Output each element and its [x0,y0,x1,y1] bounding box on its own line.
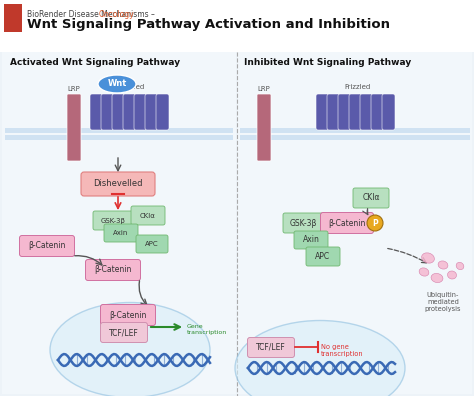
Text: Dishevelled: Dishevelled [93,179,143,188]
FancyBboxPatch shape [134,94,147,130]
Text: Activated Wnt Signaling Pathway: Activated Wnt Signaling Pathway [10,58,180,67]
FancyBboxPatch shape [283,213,323,233]
FancyBboxPatch shape [306,247,340,266]
FancyBboxPatch shape [338,94,351,130]
Text: BioRender Disease Mechanisms –: BioRender Disease Mechanisms – [27,10,157,19]
Text: TCF/LEF: TCF/LEF [109,328,139,337]
FancyBboxPatch shape [327,94,340,130]
FancyBboxPatch shape [101,94,114,130]
Ellipse shape [447,271,456,279]
FancyBboxPatch shape [112,94,125,130]
FancyBboxPatch shape [294,231,328,249]
Text: P: P [372,219,378,227]
Text: LRP: LRP [258,86,270,92]
Text: β-Catenin: β-Catenin [94,265,132,274]
Text: Wnt: Wnt [107,80,127,88]
FancyBboxPatch shape [382,94,395,130]
Text: CKIα: CKIα [362,194,380,202]
Text: Frizzled: Frizzled [119,84,145,90]
Text: APC: APC [315,252,330,261]
Text: Axin: Axin [302,236,319,244]
Text: β-Catenin: β-Catenin [109,310,146,320]
FancyBboxPatch shape [85,259,140,280]
Ellipse shape [431,273,443,283]
FancyBboxPatch shape [67,94,81,161]
FancyBboxPatch shape [5,128,233,133]
Text: Inhibited Wnt Signaling Pathway: Inhibited Wnt Signaling Pathway [244,58,411,67]
FancyBboxPatch shape [2,52,236,394]
FancyBboxPatch shape [123,94,136,130]
FancyBboxPatch shape [145,94,158,130]
FancyBboxPatch shape [5,135,233,140]
Text: Frizzled: Frizzled [345,84,371,90]
Text: LRP: LRP [68,86,81,92]
FancyBboxPatch shape [349,94,362,130]
FancyBboxPatch shape [257,94,271,161]
Ellipse shape [235,320,405,396]
Ellipse shape [98,75,136,93]
FancyBboxPatch shape [247,337,294,358]
FancyBboxPatch shape [4,4,22,32]
FancyBboxPatch shape [104,224,138,242]
Text: β-Catenin: β-Catenin [28,242,66,251]
FancyBboxPatch shape [90,94,103,130]
FancyBboxPatch shape [81,172,155,196]
Ellipse shape [419,268,429,276]
Text: No gene
transcription: No gene transcription [321,344,364,357]
FancyBboxPatch shape [156,94,169,130]
Ellipse shape [422,253,434,263]
FancyBboxPatch shape [360,94,373,130]
Text: Wnt Signaling Pathway Activation and Inhibition: Wnt Signaling Pathway Activation and Inh… [27,18,390,31]
FancyBboxPatch shape [0,0,474,52]
FancyBboxPatch shape [371,94,384,130]
Text: CKIα: CKIα [140,213,156,219]
Text: APC: APC [145,241,159,247]
FancyBboxPatch shape [238,52,472,394]
FancyBboxPatch shape [353,188,389,208]
FancyBboxPatch shape [100,322,147,343]
Ellipse shape [50,303,210,396]
Text: GSK-3β: GSK-3β [289,219,317,227]
Text: Oncology: Oncology [99,10,135,19]
FancyBboxPatch shape [320,213,374,234]
Text: Gene
transcription: Gene transcription [187,324,227,335]
FancyBboxPatch shape [240,135,470,140]
Circle shape [367,215,383,231]
Text: β-Catenin: β-Catenin [328,219,365,227]
FancyBboxPatch shape [19,236,74,257]
Text: TCF/LEF: TCF/LEF [256,343,286,352]
FancyBboxPatch shape [136,235,168,253]
Ellipse shape [438,261,447,269]
Ellipse shape [456,263,464,270]
FancyBboxPatch shape [316,94,329,130]
Text: Axin: Axin [113,230,128,236]
FancyBboxPatch shape [93,211,133,230]
FancyBboxPatch shape [100,305,155,326]
Text: Ubiquitin-
mediated
proteolysis: Ubiquitin- mediated proteolysis [425,292,461,312]
FancyBboxPatch shape [131,206,165,225]
FancyBboxPatch shape [240,128,470,133]
Text: GSK-3β: GSK-3β [100,217,126,223]
